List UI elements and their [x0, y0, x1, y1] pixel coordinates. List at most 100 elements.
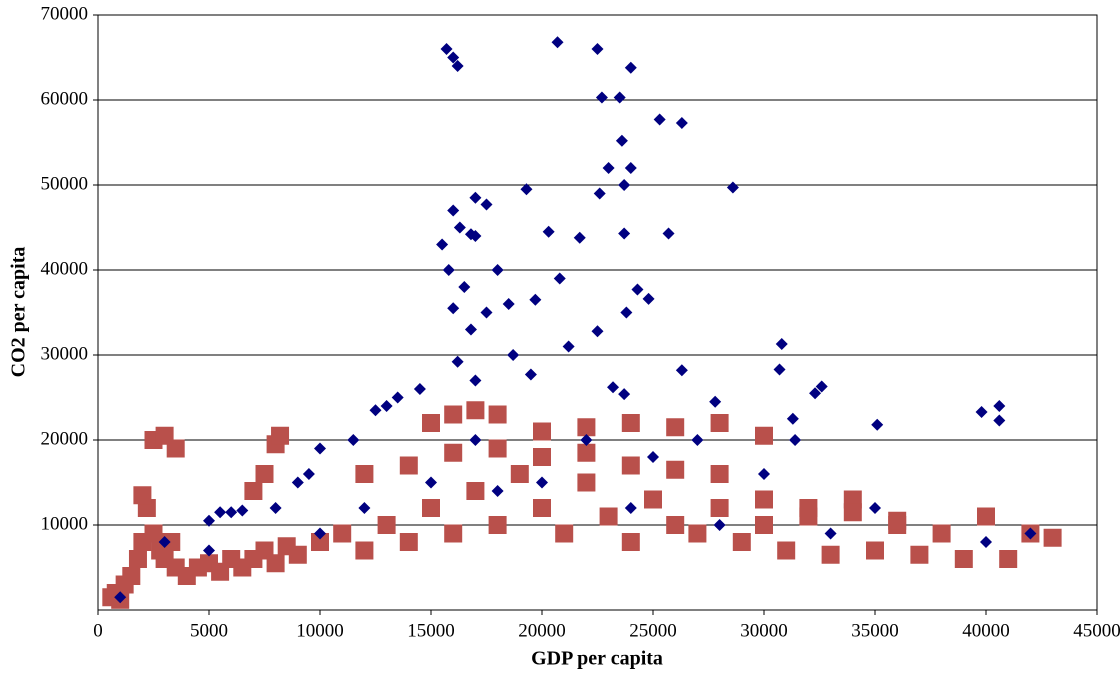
plot-frame	[97, 14, 1098, 611]
point	[599, 507, 618, 526]
point	[399, 533, 418, 551]
point	[666, 516, 685, 534]
point	[491, 264, 504, 276]
point	[453, 221, 466, 234]
point	[225, 506, 238, 519]
y-tick-label: 70000	[41, 3, 89, 24]
point	[480, 306, 493, 319]
point	[166, 439, 185, 458]
point	[244, 482, 263, 500]
point	[631, 283, 644, 296]
point	[555, 524, 574, 543]
point	[732, 533, 751, 551]
point	[355, 541, 374, 560]
point	[993, 414, 1006, 427]
point	[975, 405, 988, 418]
point	[444, 443, 463, 462]
point	[507, 349, 520, 361]
point	[422, 414, 440, 432]
point	[355, 465, 374, 483]
point	[666, 418, 685, 437]
point	[577, 418, 596, 437]
point	[580, 434, 593, 446]
point	[236, 504, 249, 517]
point	[773, 363, 786, 376]
point	[710, 465, 729, 483]
y-tick-label: 40000	[41, 258, 89, 279]
point	[618, 227, 631, 240]
point	[114, 591, 127, 604]
point	[502, 298, 515, 310]
point	[491, 485, 504, 497]
x-tick-label: 10000	[296, 620, 344, 641]
point	[447, 302, 460, 315]
point	[675, 116, 688, 129]
point	[647, 451, 659, 463]
point	[871, 418, 884, 431]
point	[888, 511, 907, 530]
point	[391, 391, 404, 404]
x-tick-label: 20000	[518, 620, 566, 641]
point	[662, 227, 675, 240]
point	[377, 516, 396, 534]
point	[158, 536, 171, 548]
point	[347, 434, 360, 446]
point	[789, 434, 802, 446]
point	[133, 486, 152, 505]
point	[621, 533, 640, 551]
point	[618, 179, 631, 191]
x-tick-label: 15000	[407, 620, 455, 641]
point	[469, 374, 482, 387]
point	[510, 465, 529, 483]
point	[314, 527, 326, 540]
point	[866, 541, 884, 560]
point	[786, 412, 799, 425]
point	[815, 380, 828, 393]
point	[447, 204, 460, 217]
point	[269, 502, 282, 514]
point	[469, 230, 482, 242]
x-tick-label: 35000	[851, 620, 899, 641]
point	[203, 514, 215, 527]
point	[755, 490, 773, 509]
point	[128, 550, 147, 568]
point	[591, 325, 604, 338]
x-tick-label: 40000	[962, 620, 1010, 641]
point	[621, 456, 640, 475]
y-tick-label: 20000	[41, 428, 89, 449]
point	[755, 516, 773, 534]
point	[999, 550, 1018, 568]
point	[621, 414, 640, 432]
point	[529, 293, 542, 306]
point	[675, 364, 688, 377]
point	[447, 51, 460, 64]
point	[266, 554, 285, 573]
point	[144, 524, 163, 543]
point	[799, 499, 818, 517]
point	[954, 550, 973, 568]
point	[436, 238, 449, 251]
point	[533, 448, 551, 466]
point	[488, 405, 507, 424]
point	[466, 482, 485, 500]
point	[821, 545, 840, 564]
point	[413, 383, 426, 395]
point	[602, 162, 615, 174]
point	[162, 533, 181, 551]
point	[214, 506, 227, 519]
point	[288, 545, 307, 564]
point	[777, 541, 796, 560]
point	[726, 181, 739, 194]
point	[775, 337, 788, 350]
point	[524, 368, 537, 381]
point	[595, 91, 608, 104]
point	[591, 43, 604, 55]
point	[618, 388, 631, 401]
point	[422, 499, 440, 517]
point	[444, 524, 463, 543]
point	[713, 519, 726, 531]
point	[444, 405, 463, 424]
point	[480, 198, 493, 211]
point	[464, 323, 477, 336]
